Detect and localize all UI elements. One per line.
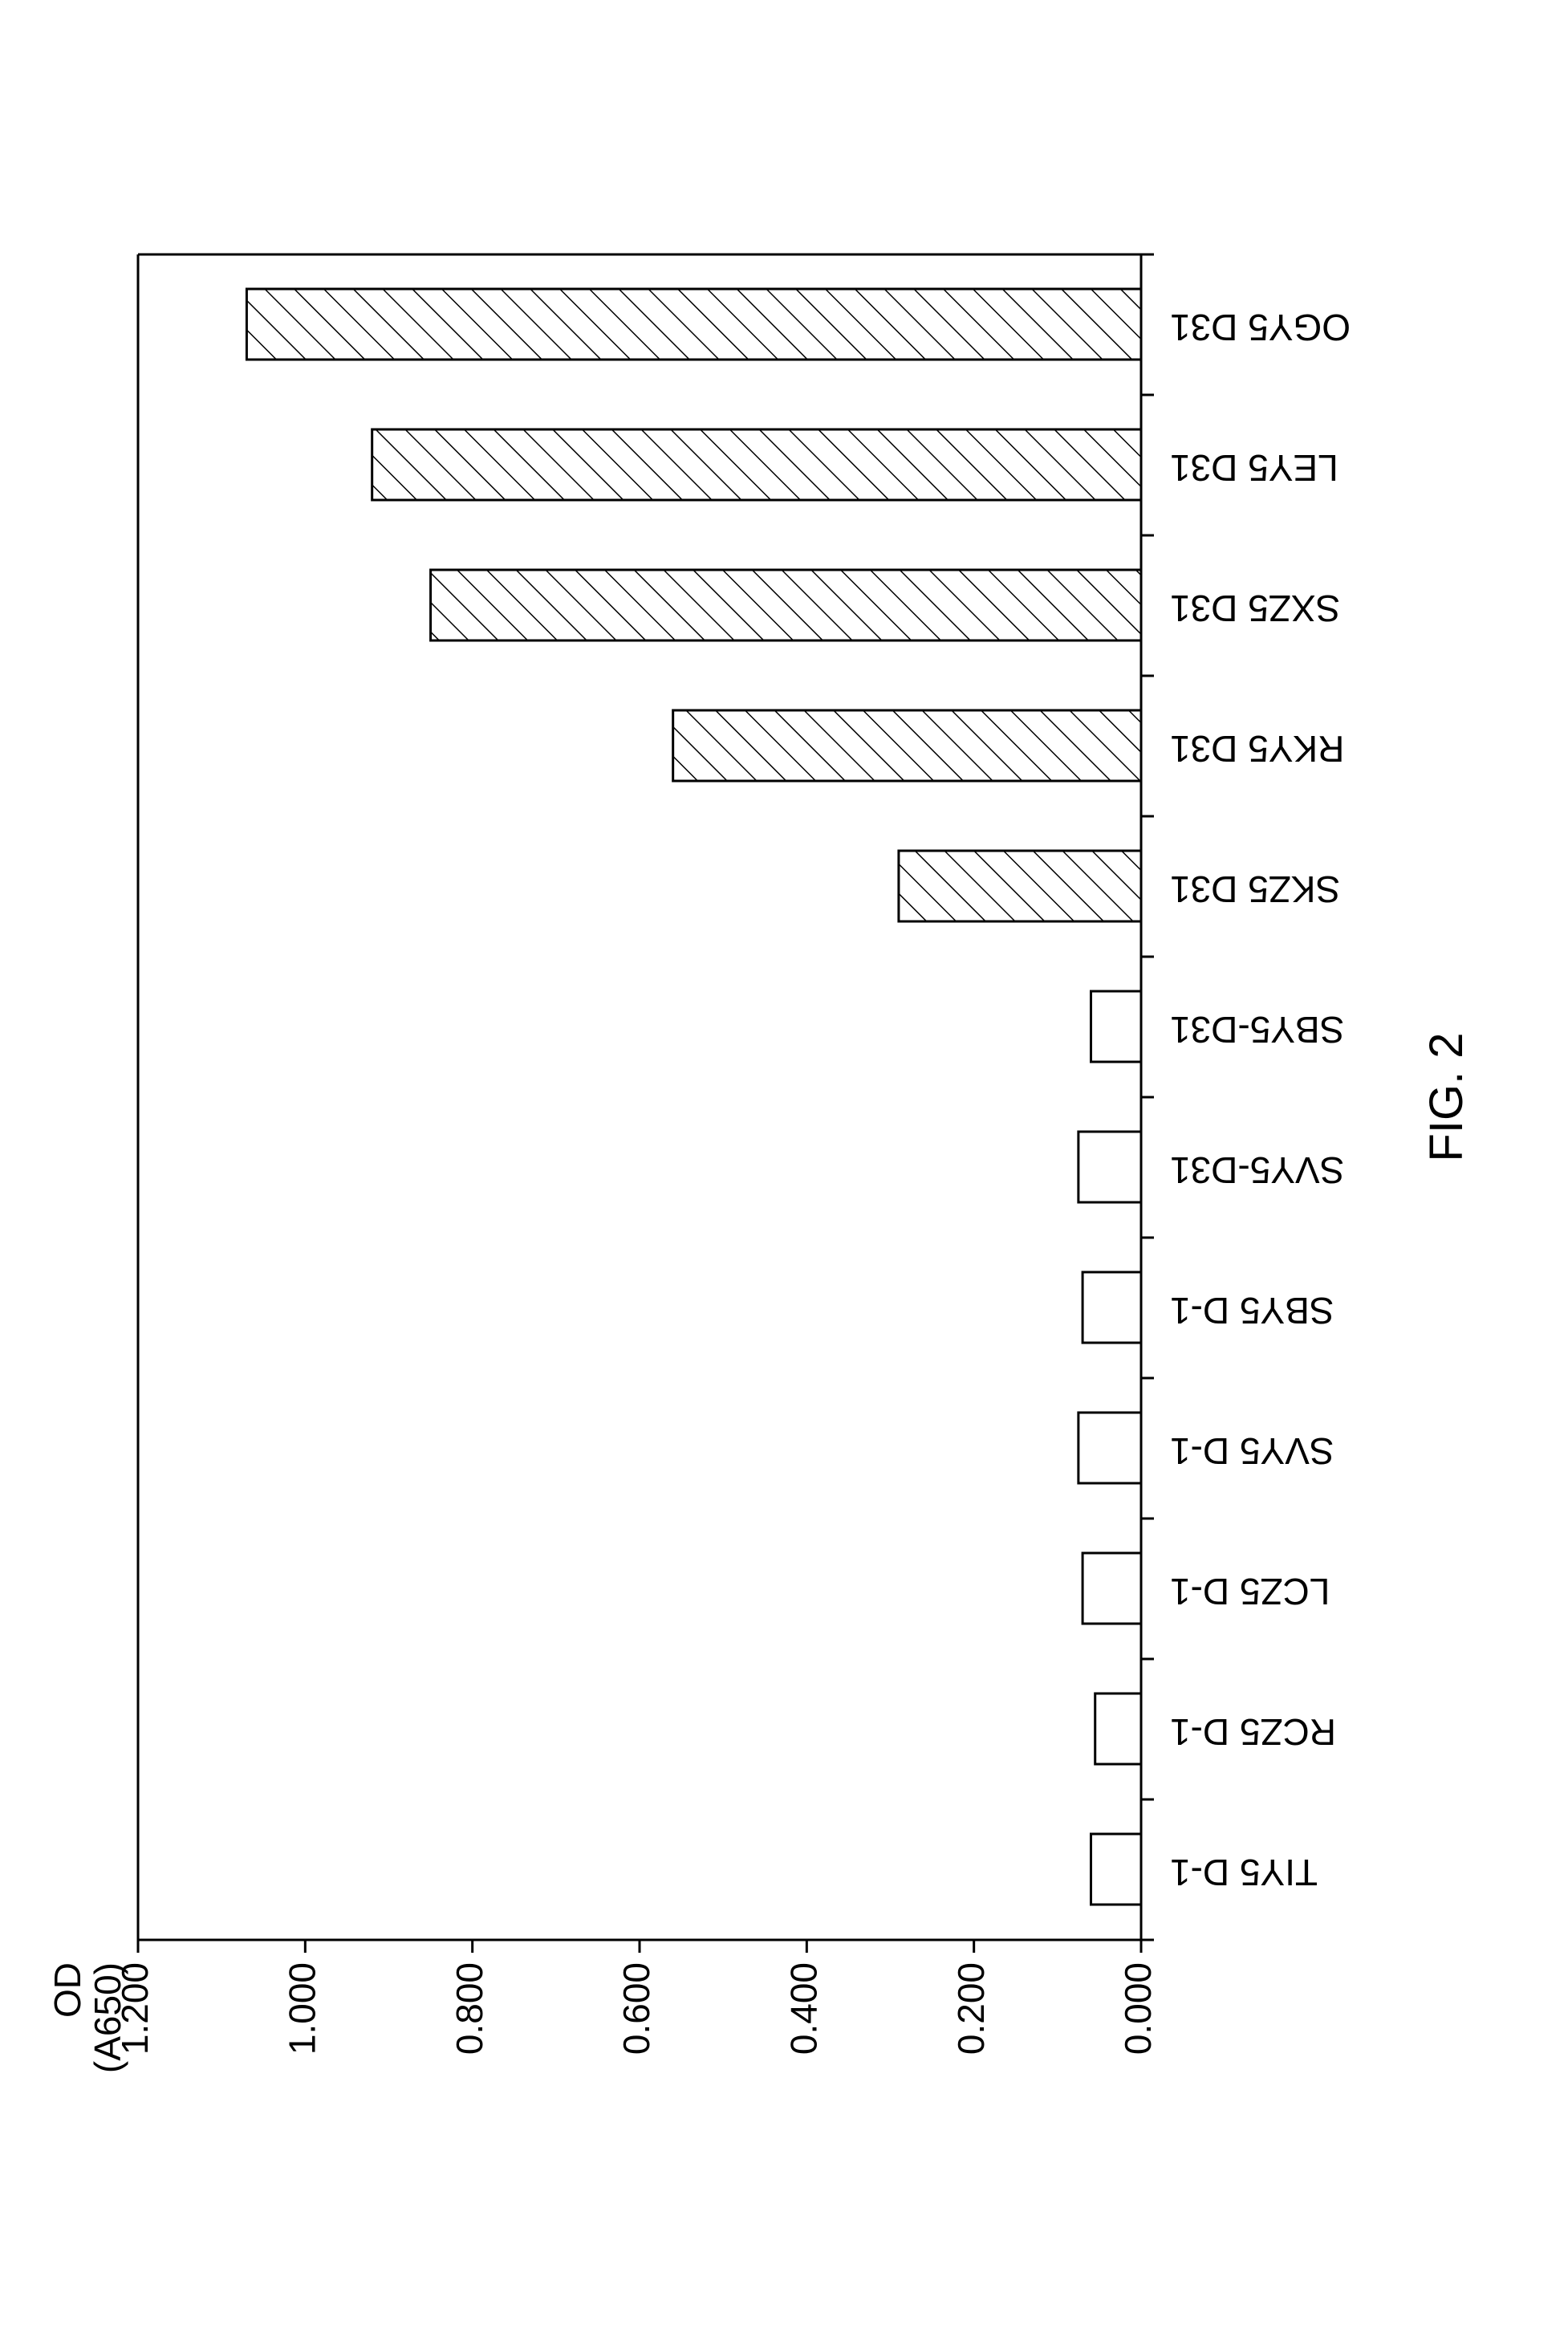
x-tick-label: LCZ5 D-1 — [1170, 1570, 1330, 1612]
bar — [673, 710, 1141, 781]
x-tick-label: SVY5-D31 — [1170, 1149, 1344, 1190]
bar — [1095, 1693, 1141, 1764]
bar — [899, 851, 1141, 921]
y-tick-label: 0.200 — [950, 1962, 992, 2055]
x-tick-label: SVY5 D-1 — [1170, 1429, 1334, 1471]
x-tick-label: SBY5 D-1 — [1170, 1289, 1334, 1331]
figure-label: FIG. 2 — [1420, 1032, 1473, 1161]
y-tick-label: 0.400 — [782, 1962, 824, 2055]
y-tick-label: 0.000 — [1117, 1962, 1159, 2055]
x-tick-label: SXZ5 D31 — [1170, 587, 1340, 628]
bar — [1083, 1272, 1141, 1343]
x-tick-label: LEY5 D31 — [1170, 446, 1338, 488]
chart-container: 0.0000.2000.4000.6000.8001.0001.200OD(A6… — [34, 222, 1534, 2124]
x-tick-label: RKY5 D31 — [1170, 727, 1344, 769]
y-tick-label: 0.600 — [615, 1962, 657, 2055]
y-tick-label: 0.800 — [449, 1962, 490, 2055]
bar — [1079, 1132, 1141, 1202]
y-axis-title-line1: OD — [47, 1962, 88, 2018]
bar — [1083, 1553, 1141, 1624]
bar — [431, 570, 1141, 640]
bar — [1079, 1413, 1141, 1483]
x-tick-label: TIY5 D-1 — [1170, 1851, 1318, 1893]
bar — [1091, 1834, 1142, 1905]
y-axis-title-line2: (A650) — [87, 1962, 128, 2073]
bar — [372, 429, 1141, 500]
x-tick-label: SBY5-D31 — [1170, 1008, 1344, 1050]
bar-chart: 0.0000.2000.4000.6000.8001.0001.200OD(A6… — [34, 222, 1534, 2124]
x-tick-label: RCZ5 D-1 — [1170, 1710, 1336, 1752]
x-tick-label: OGY5 D31 — [1170, 306, 1351, 348]
y-tick-label: 1.000 — [281, 1962, 323, 2055]
x-tick-label: SKZ5 D31 — [1170, 868, 1340, 909]
bar — [246, 289, 1141, 360]
bar — [1091, 991, 1142, 1062]
